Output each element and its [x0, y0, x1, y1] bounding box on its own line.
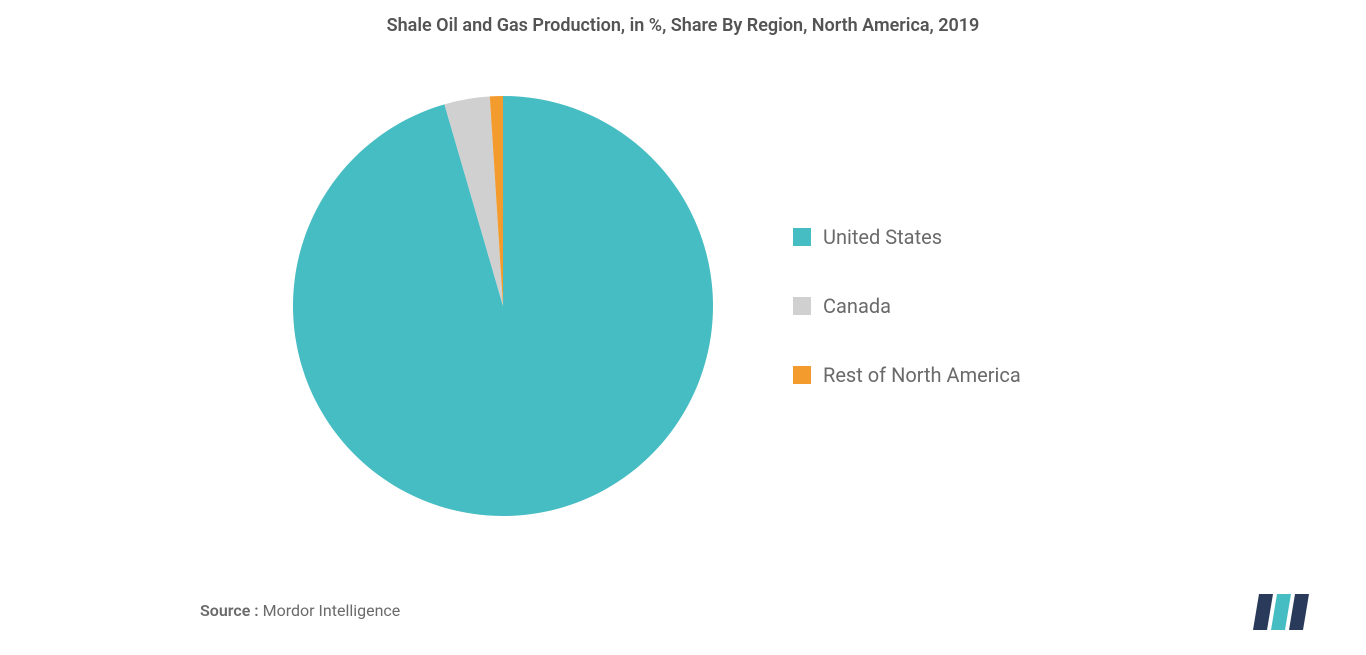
source-line: Source : Mordor Intelligence	[200, 601, 400, 620]
legend-item: Rest of North America	[793, 363, 1073, 387]
legend-label: United States	[823, 225, 942, 249]
legend-swatch	[793, 228, 811, 246]
chart-container: Shale Oil and Gas Production, in %, Shar…	[0, 0, 1366, 655]
legend-label: Rest of North America	[823, 363, 1021, 387]
source-value: Mordor Intelligence	[263, 601, 401, 620]
chart-body: United States Canada Rest of North America	[40, 66, 1326, 546]
pie-chart	[293, 96, 713, 516]
chart-title: Shale Oil and Gas Production, in %, Shar…	[40, 10, 1326, 36]
legend-swatch	[793, 366, 811, 384]
legend-swatch	[793, 297, 811, 315]
logo-bar	[1253, 594, 1273, 630]
legend-item: Canada	[793, 294, 1073, 318]
legend-label: Canada	[823, 294, 891, 318]
brand-logo	[1253, 594, 1311, 630]
legend-item: United States	[793, 225, 1073, 249]
logo-bar	[1289, 594, 1309, 630]
legend: United States Canada Rest of North America	[793, 225, 1073, 387]
logo-bar	[1271, 594, 1291, 630]
source-label: Source :	[200, 601, 259, 620]
